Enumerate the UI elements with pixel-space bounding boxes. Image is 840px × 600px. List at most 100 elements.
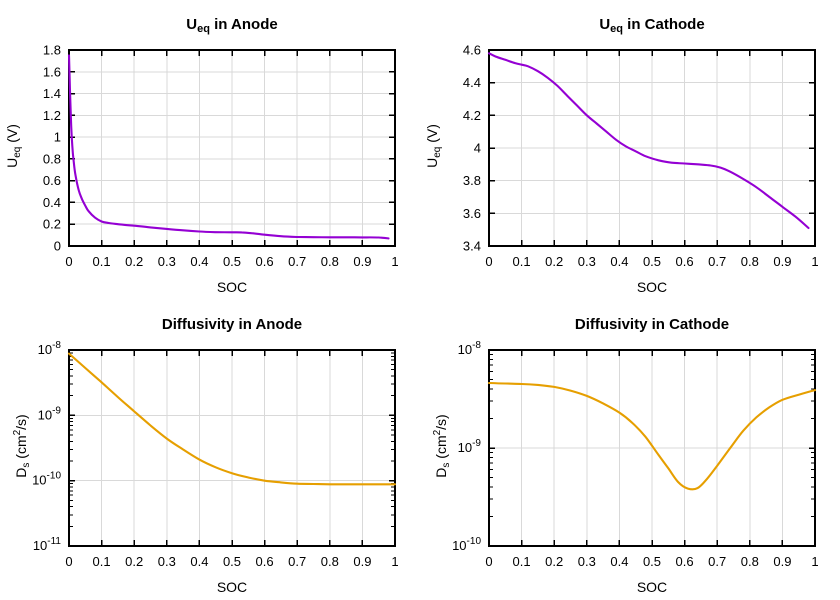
x-tick-label: 0.4: [190, 254, 208, 269]
x-tick-label: 0.4: [190, 554, 208, 569]
x-tick-label: 0.1: [93, 554, 111, 569]
x-tick-label: 0.8: [741, 554, 759, 569]
x-tick-label: 0: [485, 254, 492, 269]
x-tick-label: 0.3: [578, 554, 596, 569]
y-tick-label: 10-8: [458, 340, 482, 357]
y-tick-label: 3.4: [463, 239, 481, 254]
y-tick-label: 10-11: [33, 536, 62, 553]
plot-ueq-anode: Ueq in Anode 0 0.1 0.2 0.3 0.4 0.5 0.6 0.7 0.8 0.9…: [0, 0, 420, 300]
y-tick-label: 1.4: [43, 86, 61, 101]
x-tick-label: 0.1: [513, 554, 531, 569]
y-axis-label: Ueq (V): [424, 124, 443, 168]
x-tick-label: 1: [811, 254, 818, 269]
y-axis-label: Ds (cm2/s): [432, 414, 452, 477]
x-tick-label: 0.4: [610, 254, 628, 269]
chart-title: Ueq in Cathode: [599, 16, 704, 35]
x-axis-label: SOC: [637, 279, 667, 295]
diffusivity-anode-curve: [67, 352, 397, 486]
x-tick-label: 0.8: [741, 254, 759, 269]
plot-border: [68, 349, 396, 547]
x-tick-label: 0.9: [353, 554, 371, 569]
x-tick-label: 0.2: [545, 554, 563, 569]
x-tick-label: 0.7: [708, 254, 726, 269]
x-tick-label: 0.2: [125, 254, 143, 269]
diffusivity-cathode-curve: [487, 381, 817, 491]
ueq-anode-curve: [67, 54, 390, 240]
x-tick-label: 0.8: [321, 554, 339, 569]
chart-title: Ueq in Anode: [186, 16, 277, 35]
y-tick-label: 10-9: [38, 405, 62, 422]
y-tick-label: 0.8: [43, 151, 61, 166]
x-tick-label: 0.2: [545, 254, 563, 269]
grid-lines: [69, 50, 395, 246]
x-tick-label: 0.6: [256, 254, 274, 269]
y-tick-label: 1: [54, 130, 61, 145]
x-tick-label: 0.7: [708, 554, 726, 569]
diffusivity-anode-svg: Diffusivity in Anode 0 0.1 0.2 0.3 0.4 0.5 0.6 0…: [12, 316, 399, 595]
x-tick-label: 0.1: [513, 254, 531, 269]
x-tick-label: 1: [391, 254, 398, 269]
x-tick-label: 0.5: [643, 254, 661, 269]
x-tick-label: 0.9: [353, 254, 371, 269]
y-tick-label: 0: [54, 239, 61, 254]
x-tick-label: 1: [391, 554, 398, 569]
grid-lines: [489, 50, 815, 246]
x-tick-label: 0.9: [773, 254, 791, 269]
y-tick-label: 4.4: [463, 75, 481, 90]
x-tick-label: 1: [811, 554, 818, 569]
y-tick-label: 4: [474, 141, 481, 156]
x-tick-label: 0.7: [288, 254, 306, 269]
x-tick-label: 0: [65, 254, 72, 269]
x-tick-label: 0.2: [125, 554, 143, 569]
x-tick-label: 0.3: [578, 254, 596, 269]
x-axis-label: SOC: [217, 579, 247, 595]
chart-title: Diffusivity in Anode: [162, 316, 302, 333]
plot-border: [488, 349, 816, 547]
x-tick-label: 0.6: [676, 554, 694, 569]
grid-lines: [489, 350, 815, 546]
x-tick-label: 0: [65, 554, 72, 569]
x-tick-label: 0.5: [223, 254, 241, 269]
x-axis-label: SOC: [217, 279, 247, 295]
y-tick-label: 3.8: [463, 173, 481, 188]
x-tick-label: 0.5: [223, 554, 241, 569]
y-tick-label: 10-9: [458, 438, 482, 455]
grid-lines: [69, 350, 395, 546]
x-axis-label: SOC: [637, 579, 667, 595]
y-tick-label: 4.6: [463, 43, 481, 58]
chart-title: Diffusivity in Cathode: [575, 316, 729, 333]
y-tick-label: 1.6: [43, 64, 61, 79]
x-tick-label: 0.6: [256, 554, 274, 569]
y-tick-label: 1.2: [43, 108, 61, 123]
y-tick-label: 10-10: [452, 536, 481, 553]
y-axis-label: Ds (cm2/s): [12, 414, 32, 477]
y-tick-label: 0.4: [43, 195, 61, 210]
x-tick-label: 0.8: [321, 254, 339, 269]
y-axis-label: Ueq (V): [4, 124, 23, 168]
y-tick-label: 10-8: [38, 340, 62, 357]
diffusivity-cathode-svg: Diffusivity in Cathode 0 0.1 0.2 0.3 0.4 0.5 0.…: [432, 316, 819, 595]
plot-ueq-cathode: Ueq in Cathode 0 0.1 0.2 0.3 0.4 0.5 0.6 0.7 0.8 0…: [420, 0, 840, 300]
y-tick-label: 3.6: [463, 206, 481, 221]
ueq-cathode-svg: Ueq in Cathode 0 0.1 0.2 0.3 0.4 0.5 0.6 0.7 0.8 0…: [424, 16, 819, 295]
y-tick-label: 0.6: [43, 173, 61, 188]
plot-border: [488, 49, 816, 247]
x-tick-label: 0.3: [158, 254, 176, 269]
plot-border: [68, 49, 396, 247]
x-tick-label: 0.1: [93, 254, 111, 269]
ueq-anode-svg: Ueq in Anode 0 0.1 0.2 0.3 0.4 0.5 0.6 0.7 0.8 0.9…: [4, 16, 399, 295]
ueq-cathode-curve: [487, 52, 810, 230]
plot-diffusivity-anode: Diffusivity in Anode 0 0.1 0.2 0.3 0.4 0.5 0.6 0…: [0, 300, 420, 600]
x-tick-label: 0.4: [610, 554, 628, 569]
x-tick-label: 0.6: [676, 254, 694, 269]
x-tick-label: 0.5: [643, 554, 661, 569]
x-tick-label: 0.7: [288, 554, 306, 569]
x-tick-label: 0.9: [773, 554, 791, 569]
y-tick-label: 0.2: [43, 217, 61, 232]
y-tick-label: 1.8: [43, 43, 61, 58]
y-tick-label: 4.2: [463, 108, 481, 123]
x-tick-label: 0: [485, 554, 492, 569]
x-tick-label: 0.3: [158, 554, 176, 569]
y-tick-label: 10-10: [32, 471, 61, 488]
